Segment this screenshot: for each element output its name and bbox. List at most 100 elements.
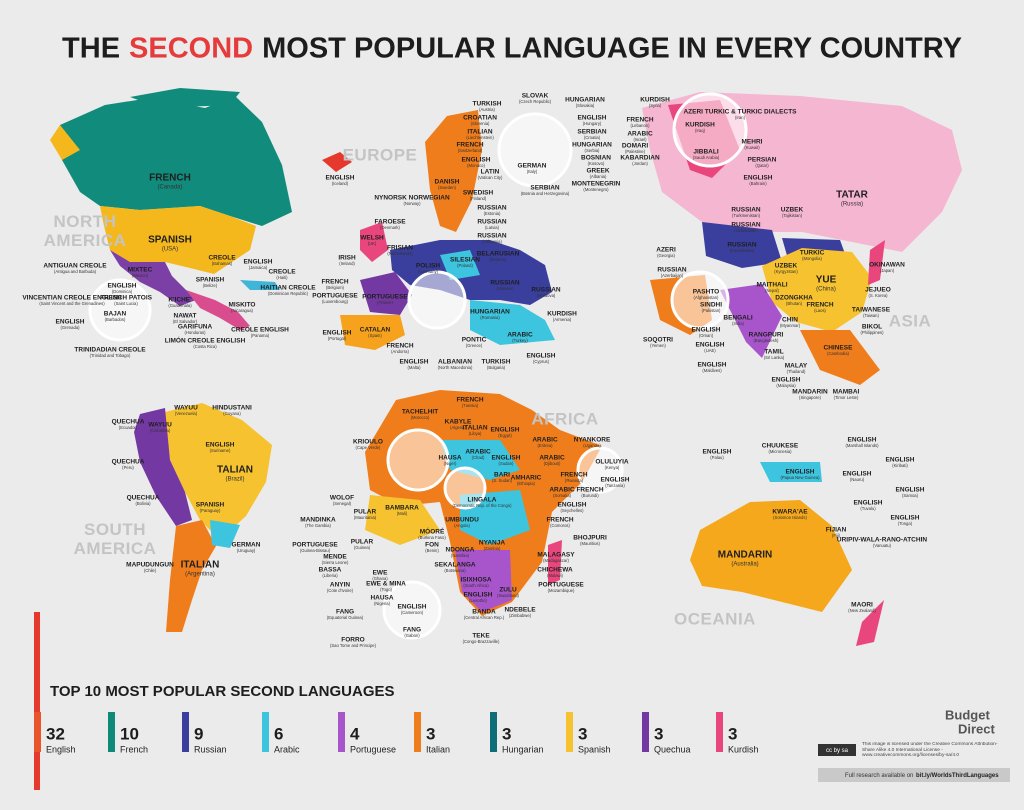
country-label: (Guinea-Bissau)	[300, 548, 331, 553]
magnifier	[672, 92, 748, 168]
language-label: HUNGARIAN	[565, 97, 605, 104]
country-label: (Liberia)	[322, 573, 338, 578]
region-name: SOUTH AMERICA	[74, 520, 157, 558]
language-label: SILESIAN	[450, 257, 480, 264]
language-label: WAYUU	[174, 405, 198, 412]
country-label: (Togo)	[380, 587, 392, 592]
madagascar	[548, 540, 562, 585]
language-label: AMHARIC	[511, 475, 542, 482]
language-label: ENGLISH	[891, 515, 920, 522]
language-label: GERMAN	[518, 163, 547, 170]
language-name: Portuguese	[350, 744, 396, 754]
country-label: (Armenia)	[553, 317, 572, 322]
country-label: (USA)	[162, 247, 178, 253]
country-label: (Namibia)	[451, 553, 470, 558]
language-label: CATALAN	[360, 327, 391, 334]
country-label: (Iraq)	[695, 128, 706, 133]
country-label: (Vanuatu)	[873, 543, 892, 548]
language-label: FRENCH	[386, 343, 413, 350]
country-label: (Philippines)	[860, 330, 884, 335]
country-label: (Ethiopia)	[517, 481, 536, 486]
language-label: WAYUU	[148, 422, 172, 429]
cc-badge	[818, 744, 856, 756]
language-label: BIKOL	[862, 324, 882, 331]
country-label: (Algeria)	[450, 425, 466, 430]
magnifier	[382, 580, 442, 640]
language-label: YUE	[816, 275, 837, 286]
country-label: (Ecuador)	[119, 425, 138, 430]
language-label: RUSSIAN	[477, 219, 507, 226]
language-label: URIPIV-WALA-RANO-ATCHIN	[837, 537, 927, 544]
language-name: Arabic	[274, 744, 300, 754]
country-label: (Peru)	[122, 465, 134, 470]
language-label: ANTIGUAN CREOLE	[43, 263, 107, 270]
india	[720, 284, 782, 358]
language-label: TRINIDADIAN CREOLE	[74, 347, 146, 354]
country-label: (Pakistan)	[702, 308, 721, 313]
country-label: (Bhutan)	[786, 301, 803, 306]
language-label: ARABIC	[507, 332, 533, 339]
country-label: (Mauritania)	[354, 515, 377, 520]
language-label: FRENCH	[576, 487, 603, 494]
language-label: ENGLISH	[56, 319, 85, 326]
country-label: (Ireland)	[339, 261, 355, 266]
language-label: PORTUGUESE	[362, 294, 408, 301]
country-label: (Malaysia)	[776, 383, 796, 388]
country-label: (Micronesia)	[768, 449, 792, 454]
language-label: ENGLISH	[558, 502, 587, 509]
mexico	[110, 250, 196, 306]
country-label: (Netherlands)	[387, 251, 413, 256]
country-label: (Belgium)	[326, 285, 345, 290]
country-label: (Zimbabwe)	[509, 613, 532, 618]
language-swatch	[716, 712, 723, 752]
country-label: (Portugal)	[328, 336, 347, 341]
country-label: (Saint Vincent and the Grenadines)	[39, 301, 105, 306]
language-label: ENGLISH	[206, 442, 235, 449]
country-label: (Laos)	[814, 308, 826, 313]
usa	[100, 206, 256, 274]
country-label: (Denmark)	[380, 225, 400, 230]
country-label: (Senegal)	[333, 501, 352, 506]
country-label: (New Zealand)	[848, 608, 876, 613]
japan	[868, 240, 885, 285]
research-link[interactable]: bit.ly/WorldsThirdLanguages	[916, 773, 999, 779]
language-label: HUNGARIAN	[470, 309, 510, 316]
language-label: UZBEK	[775, 263, 798, 270]
country-label: (Paraguay)	[200, 508, 221, 513]
language-label: PONTIC	[462, 337, 487, 344]
country-label: (Papua New Guinea)	[780, 475, 820, 480]
country-label: (Israel)	[633, 137, 647, 142]
country-label: (Latvia)	[485, 225, 500, 230]
country-label: (Tanzania)	[605, 483, 625, 488]
country-label: (Venezuela)	[175, 411, 198, 416]
language-label: BANDA	[472, 609, 496, 616]
footer: Budget Direct cc by sa This image is lic…	[818, 707, 1010, 782]
central-america	[186, 290, 250, 330]
language-label: PORTUGUESE	[538, 582, 584, 589]
language-swatch	[108, 712, 115, 752]
country-label: (Comoros)	[550, 523, 570, 528]
language-label: ENGLISH	[692, 327, 721, 334]
language-label: EWE & MINA	[366, 581, 406, 588]
country-label: (Kenya)	[605, 465, 620, 470]
language-label: ITALIAN	[462, 425, 487, 432]
country-label: (Democratic Rep. of the Congo)	[452, 503, 512, 508]
country-label: (Estonia)	[484, 211, 501, 216]
language-count: 3	[578, 724, 587, 743]
language-label: QUECHUA	[112, 459, 145, 466]
country-label: (Palestine)	[625, 149, 646, 154]
country-label: (Japan)	[880, 268, 895, 273]
language-label: ARABIC	[532, 437, 558, 444]
language-label: ENGLISH	[400, 359, 429, 366]
country-label: (South Africa)	[463, 583, 489, 588]
language-label: NYANKORE	[574, 437, 611, 444]
country-label: (China)	[816, 287, 836, 293]
country-label: (Botswana)	[444, 568, 466, 573]
country-label: (Iran)	[735, 115, 746, 120]
language-label: WOLOF	[330, 495, 354, 502]
country-label: (UAE)	[704, 348, 716, 353]
country-label: (North Macedonia)	[438, 365, 473, 370]
country-label: (Albania)	[590, 174, 607, 179]
language-label: BHOJPURI	[573, 535, 607, 542]
country-label: (Dominican Republic)	[268, 291, 309, 296]
